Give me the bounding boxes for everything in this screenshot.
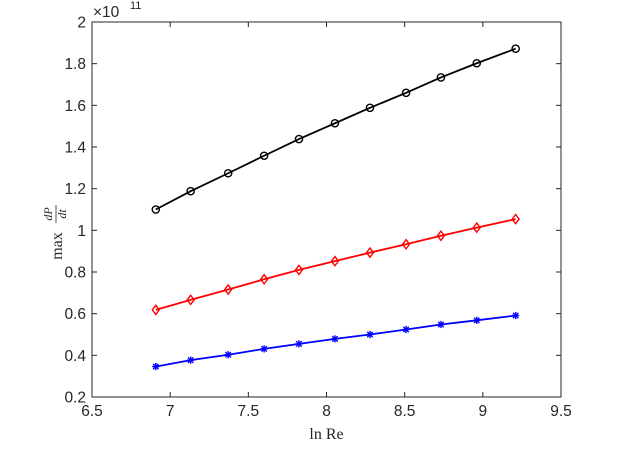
series-line — [155, 218, 516, 311]
plot-area — [91, 21, 562, 398]
data-point — [330, 255, 340, 267]
y-axis-title-numerator: dP — [41, 207, 55, 221]
marker-stroke — [512, 312, 519, 319]
axes-frame — [91, 21, 562, 398]
data-point — [436, 229, 446, 242]
data-point — [365, 103, 375, 113]
data-point — [224, 351, 232, 359]
data-point — [151, 205, 161, 214]
x-axis-ticks: 6.5 7 7.5 8 8.5 9 9.5 — [81, 22, 572, 420]
series-circle — [151, 44, 520, 214]
data-point — [401, 238, 411, 251]
y-tick-label: 1.6 — [64, 98, 86, 115]
marker-stroke — [366, 331, 374, 338]
data-point — [294, 264, 304, 276]
data-point — [186, 186, 195, 196]
y-tick-label: 1.2 — [64, 181, 86, 198]
marker-stroke — [224, 351, 232, 358]
y-tick-label: 1 — [77, 223, 86, 240]
data-point — [330, 118, 340, 128]
data-point — [294, 134, 304, 144]
data-point — [511, 213, 520, 225]
data-point — [473, 316, 481, 324]
y-axis-title: max dP dt — [41, 205, 69, 260]
y-tick-label: 0.6 — [64, 306, 86, 323]
y-tick-label: 2 — [77, 15, 86, 32]
x-tick-label: 6.5 — [81, 403, 103, 420]
series-diamond — [151, 213, 520, 316]
data-point — [366, 330, 374, 339]
marker-stroke — [437, 321, 445, 328]
x-axis-title: ln Re — [309, 426, 343, 443]
y-tick-label: 0.2 — [64, 390, 86, 407]
y-tick-label: 1.8 — [64, 56, 86, 73]
y-axis-title-denominator: dt — [55, 209, 69, 219]
data-point — [187, 356, 195, 364]
x-tick-label: 8.5 — [394, 403, 416, 420]
y-axis-exponent: ×10 11 — [93, 0, 141, 21]
marker-stroke — [260, 345, 268, 353]
y-axis-title-prefix: max — [49, 232, 66, 260]
series-line — [155, 47, 516, 211]
y-tick-label: 0.8 — [64, 265, 86, 282]
marker-stroke — [331, 335, 339, 343]
data-point — [402, 325, 410, 334]
marker-stroke — [473, 317, 480, 324]
data-point — [259, 151, 269, 161]
data-point — [437, 320, 445, 329]
y-axis-ticks: 0.2 0.4 0.6 0.8 1 1.2 1.4 1.6 1.8 2 — [64, 15, 561, 407]
data-point — [331, 335, 339, 343]
data-point — [365, 246, 375, 259]
data-point — [511, 44, 520, 53]
data-point — [401, 88, 411, 98]
data-point — [260, 345, 268, 353]
data-point — [472, 58, 482, 68]
y-axis-exponent-power: 11 — [130, 0, 141, 12]
data-point — [295, 340, 303, 348]
marker-stroke — [152, 363, 159, 370]
data-point — [223, 283, 233, 296]
data-point — [472, 221, 482, 234]
marker-stroke — [295, 340, 303, 348]
data-point — [186, 294, 195, 306]
x-tick-label: 7 — [166, 403, 175, 420]
data-point — [223, 168, 233, 178]
marker-stroke — [187, 356, 194, 364]
x-tick-label: 7.5 — [238, 403, 260, 420]
y-axis-exponent-base: ×10 — [93, 4, 120, 21]
x-tick-label: 8 — [322, 403, 331, 420]
series-asterisk — [152, 311, 520, 371]
data-point — [436, 73, 446, 82]
marker-stroke — [402, 326, 410, 333]
data-point — [152, 362, 160, 371]
x-tick-label: 9.5 — [550, 403, 572, 420]
data-point — [259, 273, 269, 286]
series-group — [151, 44, 520, 371]
y-tick-label: 0.4 — [64, 348, 86, 365]
data-point — [512, 311, 520, 320]
x-tick-label: 9 — [479, 403, 488, 420]
y-tick-label: 1.4 — [64, 140, 86, 157]
data-point — [151, 304, 161, 316]
